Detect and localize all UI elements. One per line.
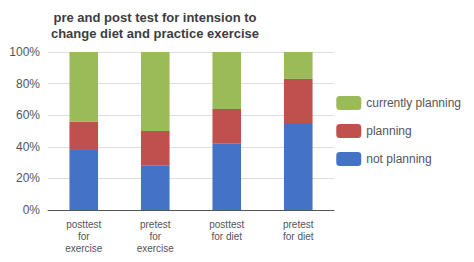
svg-text:20%: 20% — [16, 171, 40, 185]
svg-text:change diet and practice exerc: change diet and practice exercise — [51, 26, 259, 41]
svg-text:100%: 100% — [9, 45, 40, 59]
svg-text:for diet: for diet — [283, 231, 314, 242]
svg-text:exercise: exercise — [65, 243, 103, 254]
svg-text:for: for — [149, 231, 161, 242]
svg-text:60%: 60% — [16, 108, 40, 122]
svg-text:for diet: for diet — [211, 231, 242, 242]
svg-text:for: for — [78, 231, 90, 242]
svg-text:40%: 40% — [16, 140, 40, 154]
svg-text:exercise: exercise — [137, 243, 175, 254]
svg-text:pretest: pretest — [140, 219, 171, 230]
svg-text:planning: planning — [366, 124, 411, 138]
svg-text:pretest: pretest — [283, 219, 314, 230]
svg-text:pre and post test for intensio: pre and post test for intension to — [54, 10, 257, 25]
svg-text:not planning: not planning — [366, 152, 431, 166]
svg-text:posttest: posttest — [66, 219, 101, 230]
svg-text:posttest: posttest — [209, 219, 244, 230]
svg-text:80%: 80% — [16, 77, 40, 91]
svg-text:currently planning: currently planning — [366, 96, 461, 110]
svg-text:0%: 0% — [23, 203, 41, 217]
